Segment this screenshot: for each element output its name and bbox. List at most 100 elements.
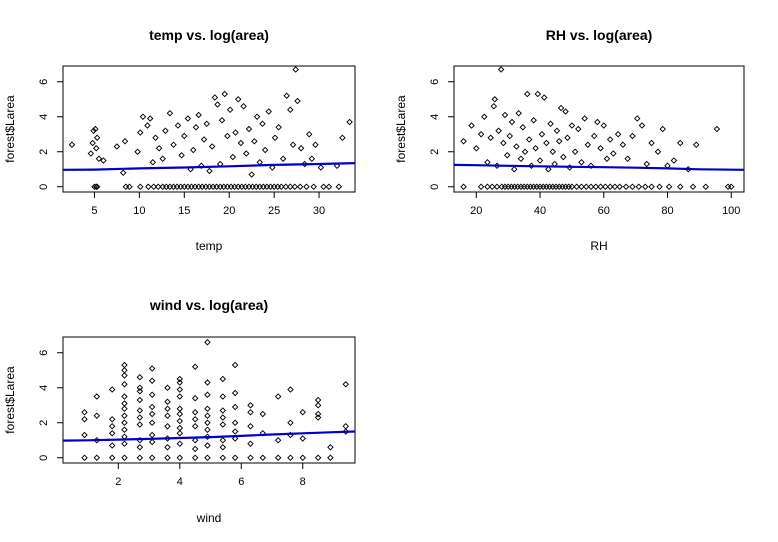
data-point <box>314 414 322 421</box>
x-tick-label: 20 <box>223 205 235 217</box>
data-point <box>500 139 507 147</box>
data-point <box>339 134 346 141</box>
data-point <box>540 94 548 101</box>
data-point <box>247 402 254 409</box>
data-point <box>93 145 100 152</box>
data-point <box>320 183 327 190</box>
data-point <box>176 393 184 400</box>
data-point <box>571 148 579 155</box>
x-axis-label: wind <box>196 511 222 525</box>
data-point <box>460 138 467 145</box>
data-point <box>91 183 98 190</box>
data-point <box>220 183 228 190</box>
data-point <box>578 183 585 190</box>
data-point <box>81 454 88 461</box>
data-point <box>243 150 250 157</box>
data-point <box>491 96 499 103</box>
data-point <box>265 108 272 115</box>
data-point <box>126 183 133 190</box>
data-point <box>121 372 128 379</box>
data-point <box>149 159 157 166</box>
data-point <box>148 377 156 384</box>
data-point <box>219 414 227 421</box>
data-point <box>555 138 563 145</box>
y-tick-label: 0 <box>38 184 50 190</box>
data-point <box>468 122 475 129</box>
data-point <box>176 379 184 386</box>
data-point <box>176 440 184 447</box>
data-point <box>176 375 184 383</box>
data-point <box>164 405 171 412</box>
data-point <box>100 157 107 164</box>
data-point <box>188 183 195 190</box>
data-point <box>213 183 220 190</box>
data-point <box>211 94 219 101</box>
y-tick-label: 6 <box>38 350 50 356</box>
data-point <box>629 183 636 190</box>
scatter-panel-1: temp vs. log(area) 5 10 15 20 25 30 0 2 4 6 temp for… <box>3 27 356 253</box>
data-point <box>176 424 184 432</box>
data-point <box>108 386 116 393</box>
data-point <box>232 129 239 136</box>
data-point <box>643 160 651 168</box>
data-point <box>113 143 121 150</box>
data-point <box>231 428 239 435</box>
data-point <box>289 141 297 148</box>
data-point <box>247 423 254 430</box>
data-point <box>616 183 623 190</box>
data-point <box>587 183 595 190</box>
marks <box>63 339 355 461</box>
data-point <box>619 141 627 148</box>
x-tick-label: 15 <box>178 205 190 217</box>
data-point <box>654 148 662 155</box>
data-point <box>231 403 239 411</box>
data-point <box>87 150 95 157</box>
data-point <box>534 90 542 98</box>
data-point <box>219 375 227 383</box>
data-point <box>603 155 611 162</box>
data-point <box>287 386 294 393</box>
data-point <box>611 183 619 190</box>
data-point <box>665 183 673 190</box>
data-point <box>242 183 249 190</box>
data-point <box>68 141 76 148</box>
data-point <box>202 183 210 190</box>
data-point <box>308 155 316 162</box>
data-point <box>204 379 211 386</box>
data-point <box>247 440 254 447</box>
data-point <box>137 129 144 136</box>
data-point <box>506 132 514 140</box>
data-point <box>191 423 199 430</box>
chart-title: temp vs. log(area) <box>149 27 269 43</box>
y-tick-label: 0 <box>429 184 441 190</box>
data-point <box>93 454 101 461</box>
data-point <box>174 122 182 129</box>
y-tick-label: 4 <box>38 114 50 120</box>
data-point <box>251 138 258 145</box>
x-tick-label: 20 <box>470 205 482 217</box>
data-point <box>248 171 255 178</box>
data-point <box>597 145 604 152</box>
data-point <box>549 148 557 155</box>
data-point <box>195 111 202 119</box>
data-point <box>267 183 274 190</box>
data-point <box>553 127 561 134</box>
data-point <box>342 428 350 435</box>
data-point <box>219 393 227 400</box>
data-point <box>136 414 144 421</box>
data-point <box>510 166 518 173</box>
data-point <box>508 118 516 126</box>
y-tick-label: 4 <box>429 114 441 120</box>
data-point <box>575 125 582 133</box>
data-point <box>592 183 600 190</box>
data-point <box>176 386 184 393</box>
data-point <box>229 153 237 161</box>
marks <box>454 66 744 190</box>
data-point <box>145 183 152 190</box>
data-point <box>259 410 267 418</box>
data-point <box>622 183 630 190</box>
data-point <box>108 454 116 461</box>
data-point <box>162 127 169 134</box>
data-point <box>209 183 217 190</box>
